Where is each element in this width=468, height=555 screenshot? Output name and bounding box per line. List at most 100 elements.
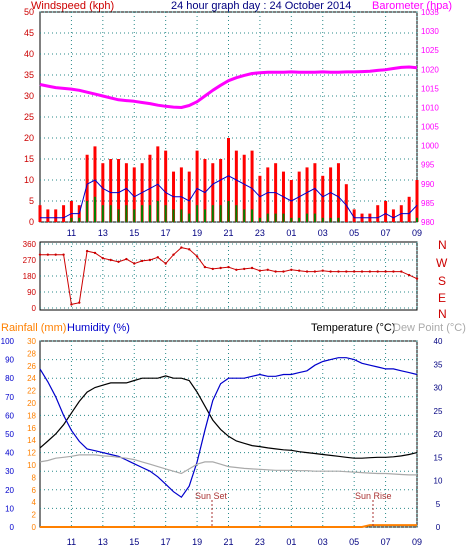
direction-point-44 xyxy=(384,270,387,273)
direction-point-27 xyxy=(250,266,254,270)
wind-y-tick-45: 45 xyxy=(24,28,34,38)
barometer-y-tick-995: 995 xyxy=(421,161,435,170)
temperature-x-tick-23: 23 xyxy=(255,537,265,547)
wind-x-tick-21: 21 xyxy=(223,228,233,238)
temperature-y-tick-10: 10 xyxy=(434,477,443,486)
direction-point-41 xyxy=(360,270,364,273)
rainfall-y-tick-28: 28 xyxy=(27,349,36,358)
temperature-x-tick-19: 19 xyxy=(192,537,202,547)
graph-title: 24 hour graph day : 24 October 2014 xyxy=(171,0,351,12)
direction-point-47 xyxy=(407,273,411,277)
humidity-y-tick-100: 100 xyxy=(1,337,15,346)
direction-y-tick-90: 90 xyxy=(27,288,36,297)
direction-label-n-top: N xyxy=(438,238,447,252)
direction-point-0 xyxy=(38,253,42,256)
humidity-y-tick-70: 70 xyxy=(5,393,14,402)
wind-x-tick-11: 11 xyxy=(67,228,76,238)
direction-point-6 xyxy=(85,249,89,253)
direction-label-e: E xyxy=(438,291,446,305)
temperature-y-tick-35: 35 xyxy=(434,360,443,369)
rainfall-y-tick-22: 22 xyxy=(27,387,36,396)
direction-label-n-bottom: N xyxy=(438,307,447,321)
wind-y-tick-40: 40 xyxy=(24,49,34,59)
rainfall-y-tick-14: 14 xyxy=(27,436,36,445)
wind-y-tick-5: 5 xyxy=(29,196,34,206)
direction-point-10 xyxy=(117,260,120,263)
rainfall-label: Rainfall (mm) xyxy=(1,322,66,334)
direction-point-5 xyxy=(78,301,81,304)
direction-point-32 xyxy=(290,268,293,271)
temperature-line xyxy=(39,375,418,459)
temperature-y-tick-5: 5 xyxy=(436,500,441,509)
temperature-x-tick-17: 17 xyxy=(161,537,171,547)
temperature-y-tick-40: 40 xyxy=(434,337,443,346)
humidity-y-tick-50: 50 xyxy=(5,430,14,439)
humidity-line xyxy=(39,357,418,499)
barometer-y-tick-990: 990 xyxy=(421,180,435,189)
wind-x-tick-19: 19 xyxy=(192,228,202,238)
direction-point-4 xyxy=(70,303,73,306)
wind-x-tick-05: 05 xyxy=(349,228,359,238)
barometer-y-tick-1035: 1035 xyxy=(421,8,439,17)
humidity-label: Humidity (%) xyxy=(67,322,130,334)
wind-x-tick-23: 23 xyxy=(255,228,265,238)
wind-x-tick-13: 13 xyxy=(98,228,108,238)
direction-point-2 xyxy=(54,253,57,256)
direction-point-31 xyxy=(282,270,285,273)
humidity-y-tick-20: 20 xyxy=(5,486,14,495)
barometer-y-tick-1015: 1015 xyxy=(421,84,439,93)
temperature-x-tick-15: 15 xyxy=(129,537,139,547)
wind-x-tick-03: 03 xyxy=(318,228,328,238)
direction-point-43 xyxy=(376,270,379,273)
wind-x-tick-17: 17 xyxy=(161,228,171,238)
direction-point-14 xyxy=(148,258,152,262)
rainfall-y-tick-2: 2 xyxy=(32,511,37,520)
temperature-x-tick-09: 09 xyxy=(412,537,422,547)
temperature-x-axis: 11 13 15 17 19 21 23 01 03 05 07 09 xyxy=(67,537,422,547)
sun-rise-label: Sun Rise xyxy=(355,491,392,501)
barometer-y-tick-1005: 1005 xyxy=(421,123,439,132)
direction-y-tick-0: 0 xyxy=(32,304,37,313)
temperature-label: Temperature (°C) xyxy=(311,322,395,334)
direction-label-w: W xyxy=(436,256,448,270)
temperature-grid xyxy=(40,340,418,528)
rainfall-y-tick-0: 0 xyxy=(32,523,37,532)
rainfall-y-tick-24: 24 xyxy=(27,374,36,383)
direction-point-7 xyxy=(93,251,97,255)
wind-y-tick-0: 0 xyxy=(29,217,34,227)
barometer-label: Barometer (hpa) xyxy=(372,0,452,12)
humidity-y-tick-40: 40 xyxy=(5,449,14,458)
wind-y-tick-20: 20 xyxy=(24,133,34,143)
barometer-y-tick-1020: 1020 xyxy=(421,65,439,74)
humidity-y-tick-30: 30 xyxy=(5,467,14,476)
wind-series xyxy=(38,65,419,222)
temperature-y-tick-15: 15 xyxy=(434,453,443,462)
direction-point-18 xyxy=(180,246,183,249)
temperature-x-tick-13: 13 xyxy=(98,537,108,547)
rainfall-y-tick-4: 4 xyxy=(32,498,37,507)
rainfall-y-tick-16: 16 xyxy=(27,424,36,433)
barometer-y-tick-980: 980 xyxy=(421,218,435,227)
direction-grid xyxy=(40,242,418,310)
wind-x-tick-15: 15 xyxy=(129,228,139,238)
direction-point-39 xyxy=(345,270,348,273)
barometer-y-tick-985: 985 xyxy=(421,199,435,208)
direction-point-1 xyxy=(46,253,50,256)
direction-y-tick-270: 270 xyxy=(23,256,37,265)
rainfall-y-tick-26: 26 xyxy=(27,362,36,371)
temperature-series xyxy=(39,357,418,528)
humidity-y-tick-10: 10 xyxy=(5,504,14,513)
direction-point-33 xyxy=(297,269,301,272)
direction-y-tick-360: 360 xyxy=(23,240,37,249)
rainfall-line xyxy=(40,524,417,528)
temperature-y-tick-0: 0 xyxy=(436,523,441,532)
rainfall-y-tick-6: 6 xyxy=(32,486,37,495)
direction-point-13 xyxy=(140,259,144,263)
rainfall-y-tick-8: 8 xyxy=(32,473,37,482)
rainfall-y-tick-18: 18 xyxy=(27,411,36,420)
direction-point-38 xyxy=(337,270,340,273)
temperature-x-tick-01: 01 xyxy=(286,537,296,547)
direction-point-30 xyxy=(274,270,277,273)
